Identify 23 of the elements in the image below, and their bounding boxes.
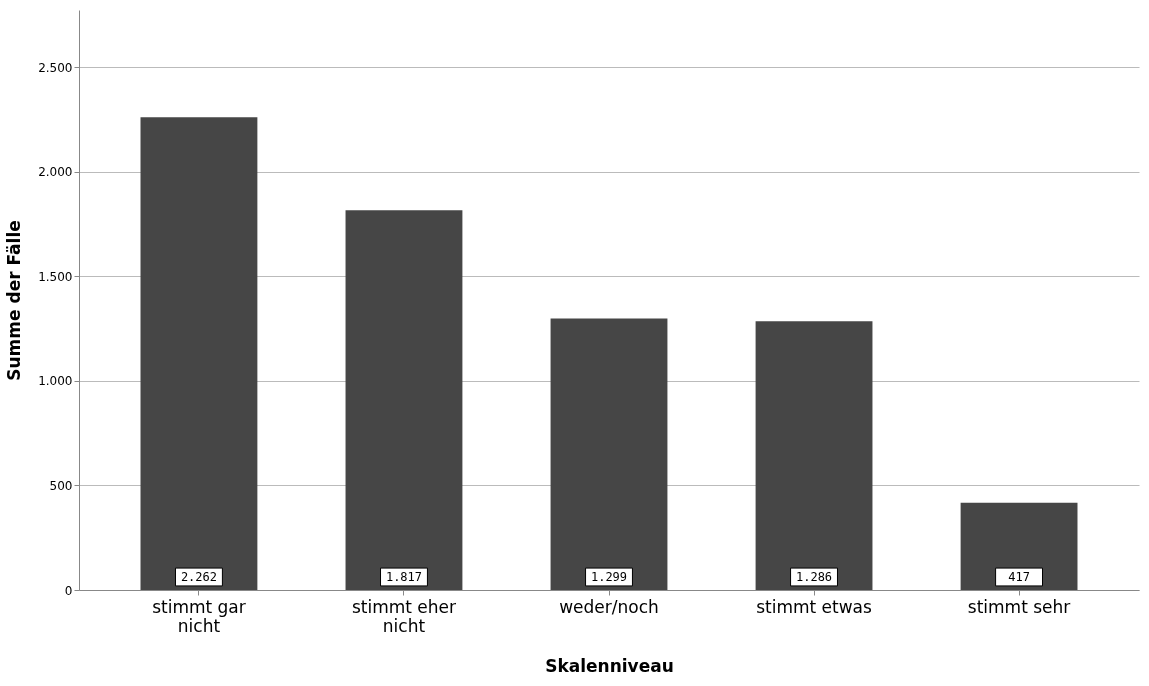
y-tick-label: 2.000 — [38, 165, 73, 180]
bar — [140, 117, 258, 590]
data-label: 1.817 — [385, 570, 423, 584]
data-label: 1.299 — [590, 570, 628, 584]
bar — [960, 502, 1078, 590]
y-tick-label: 0 — [64, 583, 73, 598]
y-tick-label: 2.500 — [38, 60, 73, 75]
y-tick-label: 1.000 — [38, 374, 73, 389]
y-tick-label: 1.500 — [38, 269, 73, 284]
bar — [345, 210, 463, 590]
data-label: 1.286 — [795, 570, 833, 584]
x-axis-title: Skalenniveau — [545, 655, 674, 676]
data-label: 417 — [1008, 570, 1030, 584]
x-tick-label: stimmt eher nicht — [351, 596, 457, 636]
y-axis-title: Summe der Fälle — [4, 220, 25, 381]
bar — [755, 321, 873, 590]
data-label: 2.262 — [180, 570, 217, 584]
x-tick-label: stimmt sehr — [967, 596, 1071, 617]
y-tick-label: 500 — [49, 479, 73, 493]
bar — [550, 318, 668, 590]
x-tick-label: stimmt etwas — [756, 596, 873, 617]
x-tick-label: stimmt gar nicht — [152, 596, 246, 636]
x-tick-label: weder/noch — [559, 596, 659, 617]
